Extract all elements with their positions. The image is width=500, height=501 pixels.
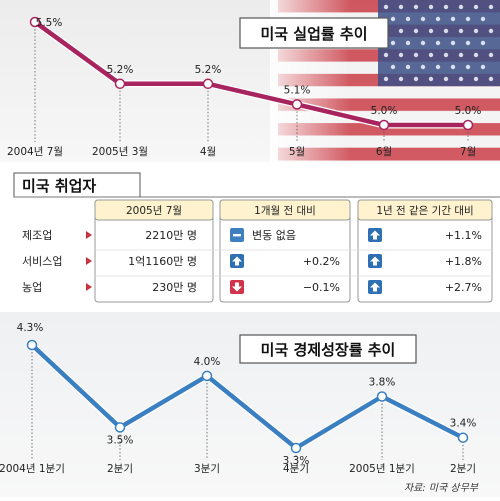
x-tick-label: 6월 <box>376 146 392 158</box>
data-label: 5.1% <box>284 84 311 96</box>
growth-title-box <box>239 334 417 364</box>
data-point <box>376 391 388 402</box>
x-tick-label: 5월 <box>289 146 305 158</box>
employment-title-box <box>13 172 141 198</box>
data-label: 4.3% <box>17 322 44 334</box>
data-label: 3.8% <box>369 377 396 389</box>
row-marker-icon <box>86 231 92 239</box>
data-point <box>290 442 302 454</box>
table-column-header: 1년 전 같은 기간 대비 <box>376 205 473 217</box>
x-tick-label: 2004년 7월 <box>7 146 63 158</box>
data-label: 3.4% <box>450 418 477 430</box>
growth-chart-title: 미국 경제성장률 추이 <box>261 341 396 359</box>
unemployment-chart-title: 미국 실업률 추이 <box>260 25 367 43</box>
table-header-cell <box>94 199 214 221</box>
data-label: 5.2% <box>107 64 134 76</box>
data-label: 3.3% <box>283 455 310 467</box>
table-cell: 변동 없음 <box>252 229 296 242</box>
table-column-header: 2005년 7월 <box>126 205 182 217</box>
x-tick-label: 2004년 1분기 <box>0 463 65 475</box>
data-point <box>378 119 390 131</box>
x-tick-label: 4분기 <box>283 463 309 475</box>
table-cell: −0.1% <box>303 281 340 294</box>
up-arrow-glyph <box>232 256 242 266</box>
table-cell: 2210만 명 <box>145 229 197 242</box>
x-tick-label: 2005년 3월 <box>92 146 148 158</box>
table-header-cell <box>219 199 351 221</box>
table-cell: +1.8% <box>445 255 482 268</box>
data-label: 5.5% <box>36 17 63 29</box>
x-tick-label: 7월 <box>460 146 476 158</box>
minus-glyph <box>233 234 241 237</box>
source-note: 자료: 미국 상무부 <box>404 482 479 494</box>
data-point <box>201 370 213 382</box>
table-cell: 1억1160만 명 <box>128 255 197 268</box>
down-arrow-glyph <box>232 282 242 292</box>
data-point <box>462 119 474 131</box>
table-cell: +0.2% <box>303 255 340 268</box>
data-label: 5.0% <box>455 105 482 117</box>
unemployment-line-chart: 5.5% 5.2% 5.2% 5.1% 5.0% 5.0% 2004년 7월 2005년 3월… <box>7 16 482 158</box>
x-tick-label: 2005년 1분기 <box>349 463 415 475</box>
x-tick-label: 2분기 <box>107 463 133 475</box>
table-cell: +1.1% <box>445 229 482 242</box>
x-tick-label: 3분기 <box>194 463 220 475</box>
row-marker-icon <box>86 283 92 291</box>
series-line <box>30 343 465 451</box>
x-tick-label: 2분기 <box>450 463 476 475</box>
series-line <box>33 20 468 128</box>
unemployment-title-box <box>239 17 389 49</box>
data-point <box>114 422 126 433</box>
data-label: 3.5% <box>107 434 134 446</box>
table-row-label: 제조업 <box>22 229 52 242</box>
employment-table-title: 미국 취업자 <box>22 177 96 195</box>
table-row-label: 서비스업 <box>22 255 62 268</box>
data-point <box>26 339 38 351</box>
data-point <box>457 432 469 443</box>
data-point <box>29 16 41 28</box>
growth-line-chart: 4.3% 3.5% 4.0% 3.3% 3.8% 3.4% 2004년 1분기 2분기 3분기 4… <box>0 322 476 475</box>
table-column-header: 1개월 전 대비 <box>254 205 316 217</box>
up-arrow-glyph <box>370 256 380 266</box>
data-label: 5.2% <box>195 64 222 76</box>
row-marker-icon <box>86 257 92 265</box>
data-label: 5.0% <box>371 105 398 117</box>
x-tick-label: 4월 <box>200 146 216 158</box>
up-arrow-glyph <box>370 282 380 292</box>
up-arrow-glyph <box>370 230 380 240</box>
data-point <box>114 78 126 90</box>
employment-title-tab: 미국 취업자 <box>13 172 141 198</box>
data-point <box>202 78 214 90</box>
data-label: 4.0% <box>194 356 221 368</box>
data-point <box>291 99 303 110</box>
table-cell: 230만 명 <box>152 281 197 294</box>
table-row-label: 농업 <box>22 281 42 294</box>
table-header-cell <box>357 199 493 221</box>
table-cell: +2.7% <box>445 281 482 294</box>
